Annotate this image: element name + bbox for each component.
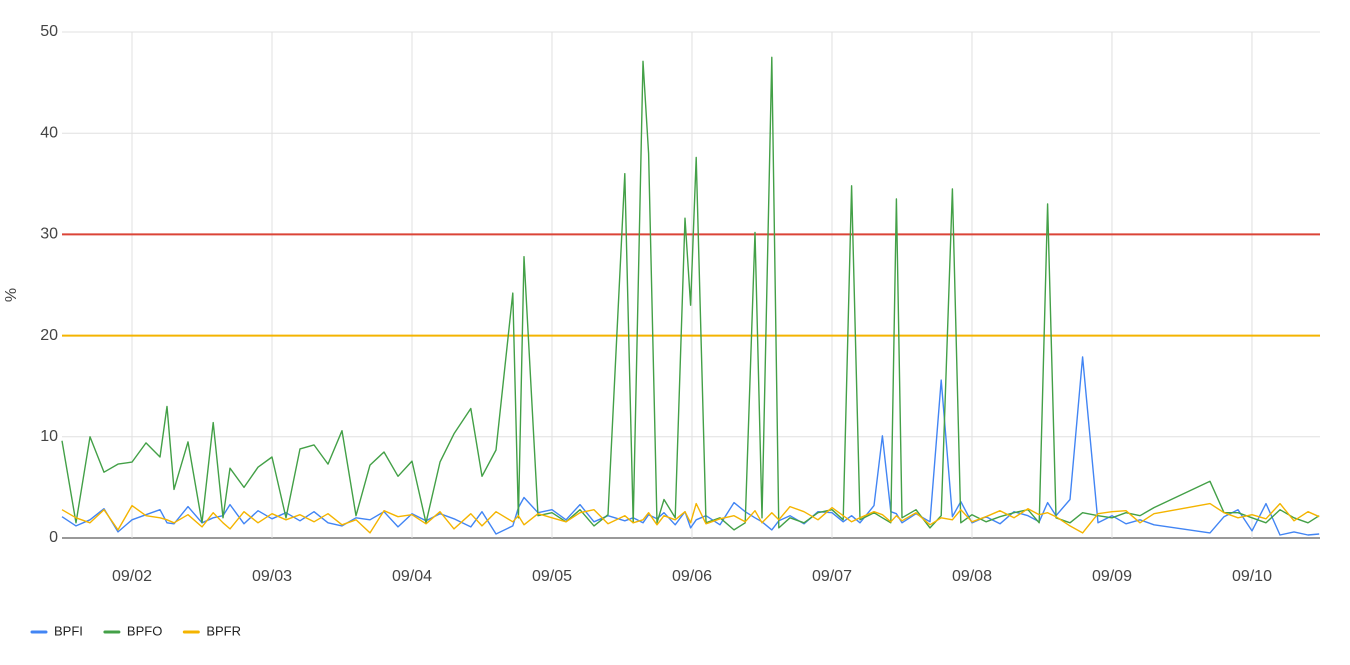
x-tick-label: 09/05: [532, 568, 572, 585]
x-tick-label: 09/03: [252, 568, 292, 585]
y-tick-label: 30: [40, 226, 58, 243]
series-line: [61, 502, 1320, 534]
x-tick-label: 09/10: [1232, 568, 1272, 585]
y-tick-label: 10: [40, 428, 58, 445]
legend-label: BPFI: [54, 623, 83, 638]
y-tick-label: 40: [40, 124, 58, 141]
y-tick-label: 20: [40, 327, 58, 344]
x-tick-label: 09/06: [672, 568, 712, 585]
y-tick-label: 50: [40, 23, 58, 40]
series-line: [61, 356, 1320, 536]
legend-label: BPFR: [206, 623, 241, 638]
x-tick-label: 09/02: [112, 568, 152, 585]
y-axis-label: %: [3, 288, 20, 302]
x-tick-label: 09/08: [952, 568, 992, 585]
series-line: [61, 56, 1320, 531]
x-tick-label: 09/07: [812, 568, 852, 585]
x-tick-label: 09/04: [392, 568, 432, 585]
legend-label: BPFO: [127, 623, 162, 638]
x-tick-label: 09/09: [1092, 568, 1132, 585]
y-tick-label: 0: [49, 529, 58, 546]
